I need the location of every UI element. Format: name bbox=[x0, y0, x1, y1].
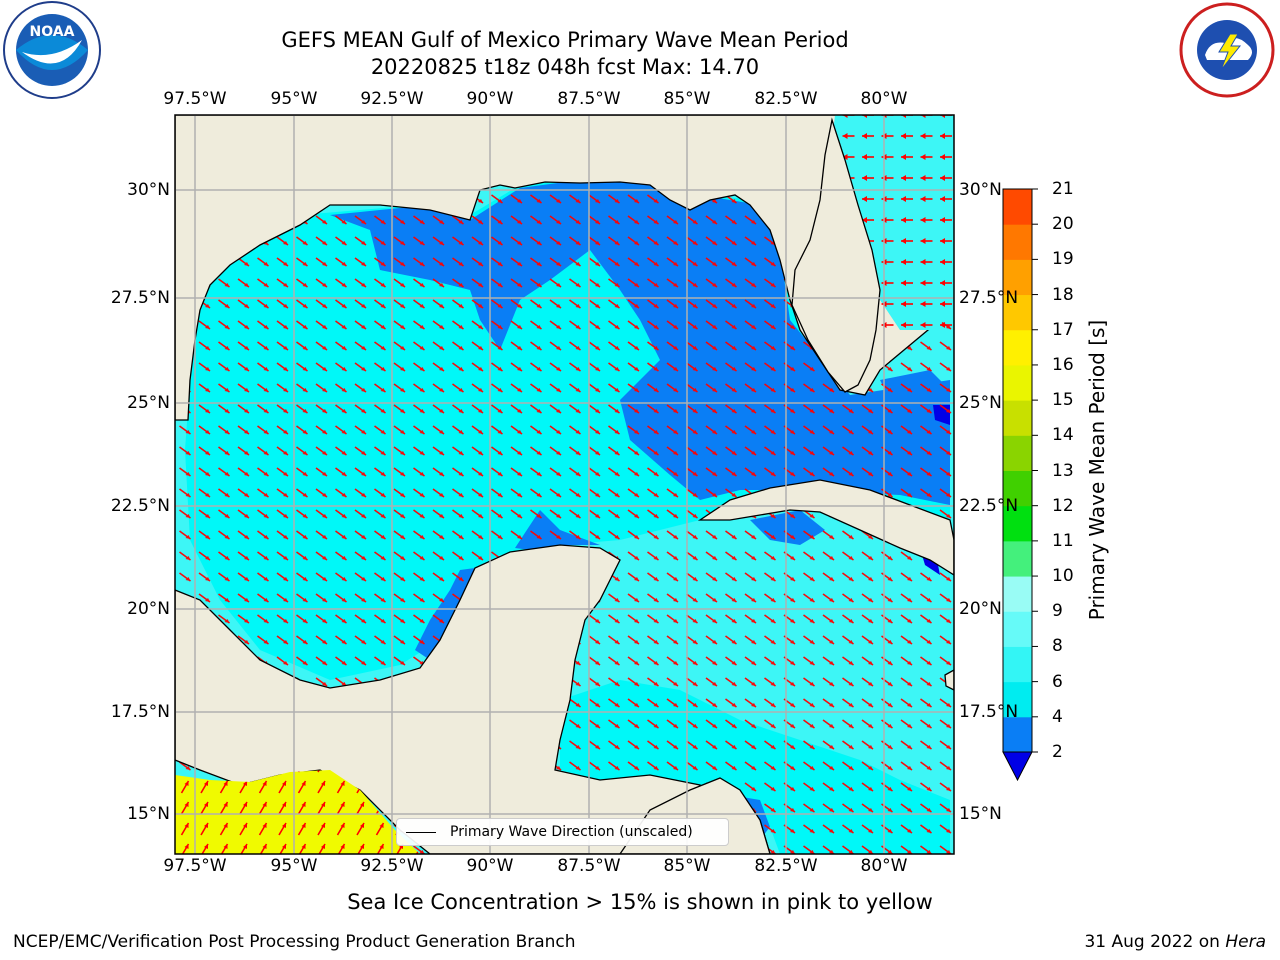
footer-machine: Hera bbox=[1225, 932, 1266, 952]
lon-tick-top: 92.5°W bbox=[360, 89, 424, 109]
lat-tick-right: 25°N bbox=[959, 393, 1002, 413]
lon-tick-bottom: 80°W bbox=[860, 856, 908, 876]
colorbar-tick-label: 19 bbox=[1052, 249, 1074, 270]
colorbar-tick-label: 16 bbox=[1052, 354, 1074, 375]
lat-tick-right: 30°N bbox=[959, 180, 1002, 200]
colorbar-tick-label: 8 bbox=[1052, 636, 1063, 657]
colorbar-segment bbox=[1003, 224, 1032, 260]
colorbar-tick-label: 13 bbox=[1052, 460, 1074, 481]
sea-ice-note: Sea Ice Concentration > 15% is shown in … bbox=[347, 890, 933, 914]
colorbar-tick-label: 6 bbox=[1052, 671, 1063, 692]
lat-tick-right: 27.5°N bbox=[959, 288, 1019, 308]
colorbar-segment bbox=[1003, 189, 1032, 225]
land-hispaniola bbox=[944, 669, 954, 691]
lat-tick-right: 17.5°N bbox=[959, 702, 1019, 722]
lon-tick-top: 97.5°W bbox=[163, 89, 227, 109]
lon-tick-bottom: 97.5°W bbox=[163, 856, 227, 876]
lon-tick-bottom: 92.5°W bbox=[360, 856, 424, 876]
svg-text:NOAA: NOAA bbox=[30, 24, 75, 40]
lon-tick-bottom: 87.5°W bbox=[557, 856, 621, 876]
map-legend: Primary Wave Direction (unscaled) bbox=[396, 818, 729, 846]
colorbar-tick-label: 10 bbox=[1052, 566, 1074, 587]
colorbar-tick-label: 18 bbox=[1052, 284, 1074, 305]
colorbar-segment bbox=[1003, 611, 1032, 647]
lon-tick-top: 80°W bbox=[860, 89, 908, 109]
map-border bbox=[174, 114, 955, 855]
colorbar-tick-label: 11 bbox=[1052, 530, 1074, 551]
lat-tick-left: 22.5°N bbox=[110, 496, 170, 516]
colorbar-segment bbox=[1003, 716, 1032, 753]
land-usa bbox=[175, 115, 954, 421]
colorbar-segment bbox=[1003, 540, 1032, 577]
map-gridlines bbox=[175, 115, 954, 854]
lat-tick-left: 20°N bbox=[127, 599, 170, 619]
colorbar-tick-label: 9 bbox=[1052, 601, 1063, 622]
legend-label: Primary Wave Direction (unscaled) bbox=[450, 824, 693, 840]
lon-tick-bottom: 82.5°W bbox=[754, 856, 818, 876]
footer-credit: NCEP/EMC/Verification Post Processing Pr… bbox=[13, 932, 576, 952]
colorbar-tick-label: 12 bbox=[1052, 495, 1074, 516]
colorbar-tick-label: 2 bbox=[1052, 742, 1063, 762]
lon-tick-bottom: 85°W bbox=[663, 856, 711, 876]
colorbar-tick-label: 4 bbox=[1052, 706, 1063, 727]
pacific-arrows bbox=[175, 770, 420, 854]
lon-tick-top: 87.5°W bbox=[557, 89, 621, 109]
map-frame bbox=[175, 115, 954, 854]
colorbar-tick-label: 17 bbox=[1052, 319, 1074, 340]
colorbar-segment bbox=[1003, 505, 1032, 542]
land-cuba bbox=[697, 479, 954, 576]
colorbar-segment bbox=[1003, 681, 1032, 718]
lat-tick-left: 30°N bbox=[127, 180, 170, 200]
colorbar-segment bbox=[1003, 646, 1032, 683]
footer-date: 31 Aug 2022 on Hera bbox=[1084, 932, 1266, 952]
lon-tick-bottom: 90°W bbox=[466, 856, 514, 876]
colorbar-segment bbox=[1003, 576, 1032, 612]
colorbar-segment bbox=[1003, 435, 1032, 471]
lon-tick-top: 95°W bbox=[270, 89, 318, 109]
lat-tick-right: 15°N bbox=[959, 804, 1002, 824]
chart-subtitle: 20220825 t18z 048h fcst Max: 14.70 bbox=[370, 55, 760, 79]
colorbar-segment bbox=[1003, 470, 1032, 507]
colorbar-segment bbox=[1003, 400, 1032, 436]
colorbar-segment bbox=[1003, 329, 1032, 366]
lat-tick-right: 20°N bbox=[959, 599, 1002, 619]
florida-outline bbox=[791, 117, 881, 393]
colorbar-tick-label: 21 bbox=[1052, 179, 1074, 199]
lon-tick-top: 82.5°W bbox=[754, 89, 818, 109]
colorbar-under-extension bbox=[1002, 751, 1033, 782]
lat-tick-left: 27.5°N bbox=[110, 288, 170, 308]
noaa-logo: NOAA bbox=[3, 1, 101, 99]
nws-logo bbox=[1179, 2, 1275, 98]
colorbar-tick-label: 14 bbox=[1052, 425, 1074, 446]
colorbar-segment bbox=[1003, 294, 1032, 331]
footer-date-text: 31 Aug 2022 on bbox=[1084, 932, 1220, 952]
lon-tick-top: 85°W bbox=[663, 89, 711, 109]
lat-tick-right: 22.5°N bbox=[959, 496, 1019, 516]
legend-line-swatch bbox=[406, 831, 436, 833]
lat-tick-left: 15°N bbox=[127, 804, 170, 824]
lat-tick-left: 25°N bbox=[127, 393, 170, 413]
chart-title: GEFS MEAN Gulf of Mexico Primary Wave Me… bbox=[281, 28, 849, 52]
colorbar-tick-label: 15 bbox=[1052, 390, 1074, 411]
colorbar-label: Primary Wave Mean Period [s] bbox=[1085, 319, 1109, 621]
lon-tick-top: 90°W bbox=[466, 89, 514, 109]
colorbar bbox=[1002, 188, 1038, 782]
lon-tick-bottom: 95°W bbox=[270, 856, 318, 876]
lat-tick-left: 17.5°N bbox=[110, 702, 170, 722]
colorbar-segment bbox=[1003, 364, 1032, 401]
colorbar-tick-label: 20 bbox=[1052, 214, 1074, 235]
colorbar-segment bbox=[1003, 259, 1032, 296]
